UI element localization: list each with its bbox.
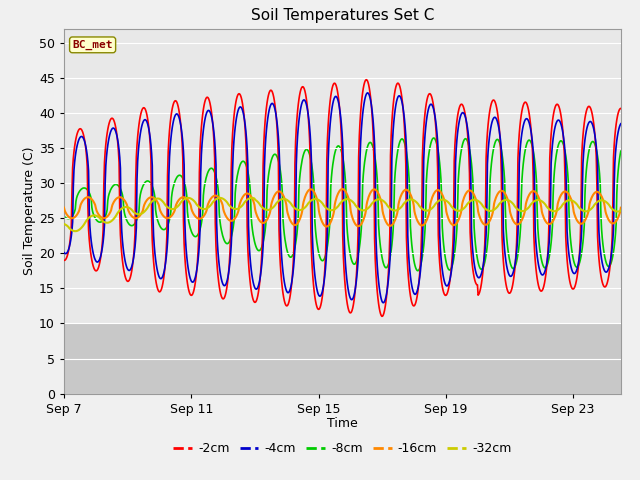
Y-axis label: Soil Temperature (C): Soil Temperature (C) [23,147,36,276]
Text: BC_met: BC_met [72,40,113,50]
Legend: -2cm, -4cm, -8cm, -16cm, -32cm: -2cm, -4cm, -8cm, -16cm, -32cm [168,437,516,460]
Title: Soil Temperatures Set C: Soil Temperatures Set C [251,9,434,24]
Bar [64,324,621,394]
X-axis label: Time: Time [327,417,358,430]
